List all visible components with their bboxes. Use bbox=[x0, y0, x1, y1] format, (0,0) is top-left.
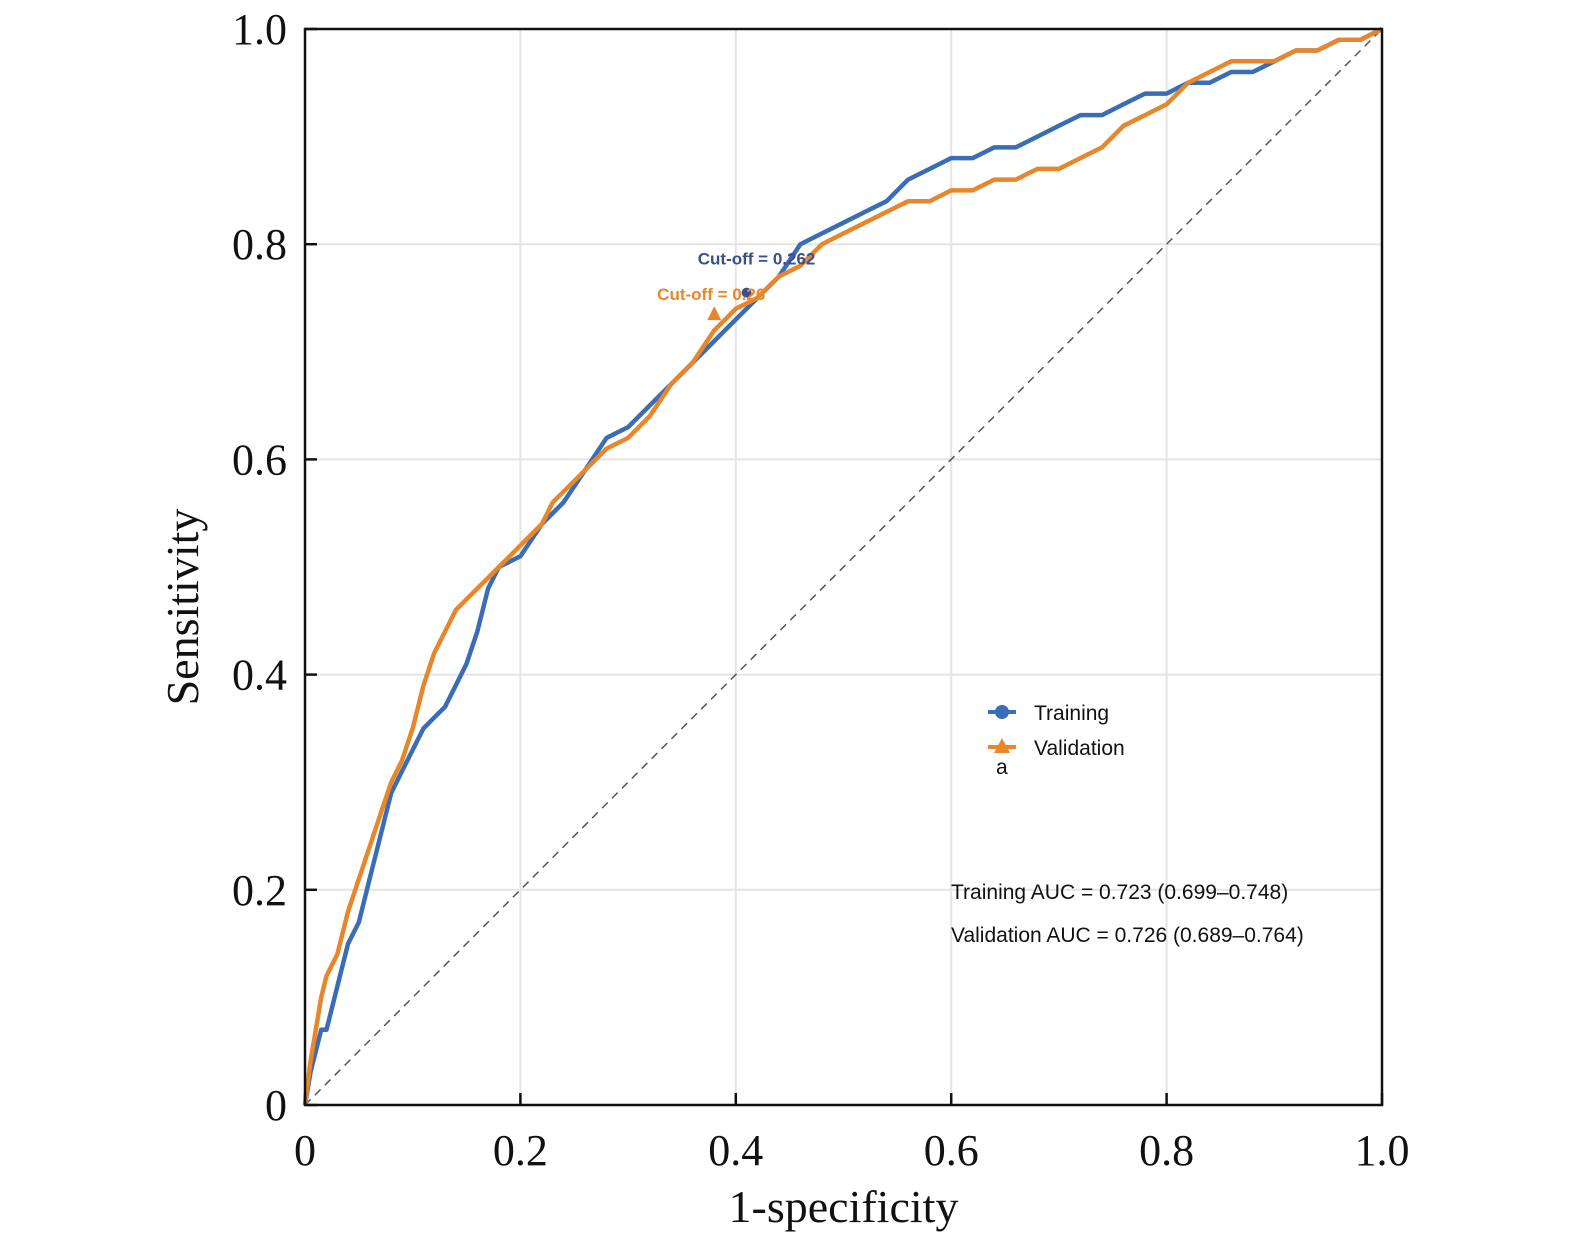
diagonal-reference-line bbox=[304, 28, 1383, 1106]
x-tick-label-0: 0 bbox=[294, 1126, 316, 1175]
x-tick-label-4: 0.8 bbox=[1139, 1126, 1194, 1175]
legend-validation-marker bbox=[994, 738, 1010, 753]
cutoff-markers: Cut-off = 0.262 Cut-off = 0.26 bbox=[657, 250, 815, 321]
validation-cutoff-label: Cut-off = 0.26 bbox=[657, 285, 765, 304]
legend-training-marker bbox=[995, 705, 1009, 719]
y-tick-label-0: 0 bbox=[265, 1081, 287, 1130]
y-tick-label-4: 0.8 bbox=[232, 220, 287, 269]
training-cutoff-marker bbox=[741, 287, 752, 298]
y-tick-label-3: 0.6 bbox=[232, 435, 287, 484]
validation-roc-line bbox=[302, 26, 1384, 1106]
plot-frame bbox=[303, 27, 1384, 1107]
validation-auc-annotation: Validation AUC = 0.726 (0.689–0.764) bbox=[951, 924, 1304, 947]
legend-extra-text: a bbox=[996, 756, 1008, 779]
x-tick-label-1: 0.2 bbox=[493, 1126, 548, 1175]
y-tick-label-1: 0.2 bbox=[232, 866, 287, 915]
x-tick-label-5: 1.0 bbox=[1355, 1126, 1410, 1175]
series-lines bbox=[302, 26, 1384, 1106]
validation-cutoff-marker bbox=[707, 306, 722, 321]
y-tick-label-2: 0.4 bbox=[232, 651, 287, 700]
x-tick-label-2: 0.4 bbox=[708, 1126, 763, 1175]
training-roc-line bbox=[302, 26, 1384, 1106]
y-axis-title: Sensitivity bbox=[157, 509, 208, 706]
legend-validation-label: Validation bbox=[1034, 737, 1125, 760]
legend-training-label: Training bbox=[1034, 702, 1109, 725]
training-cutoff-label: Cut-off = 0.262 bbox=[698, 250, 816, 269]
x-tick-label-3: 0.6 bbox=[924, 1126, 979, 1175]
training-auc-annotation: Training AUC = 0.723 (0.699–0.748) bbox=[951, 881, 1288, 904]
x-axis-title: 1-specificity bbox=[729, 1181, 959, 1232]
y-tick-label-5: 1.0 bbox=[232, 5, 287, 54]
axis-ticks: 0 0.2 0.4 0.6 0.8 1.0 0 0.2 0.4 0.6 0.8 1.0 bbox=[232, 5, 1410, 1175]
legend: Training Validation a bbox=[988, 702, 1125, 779]
